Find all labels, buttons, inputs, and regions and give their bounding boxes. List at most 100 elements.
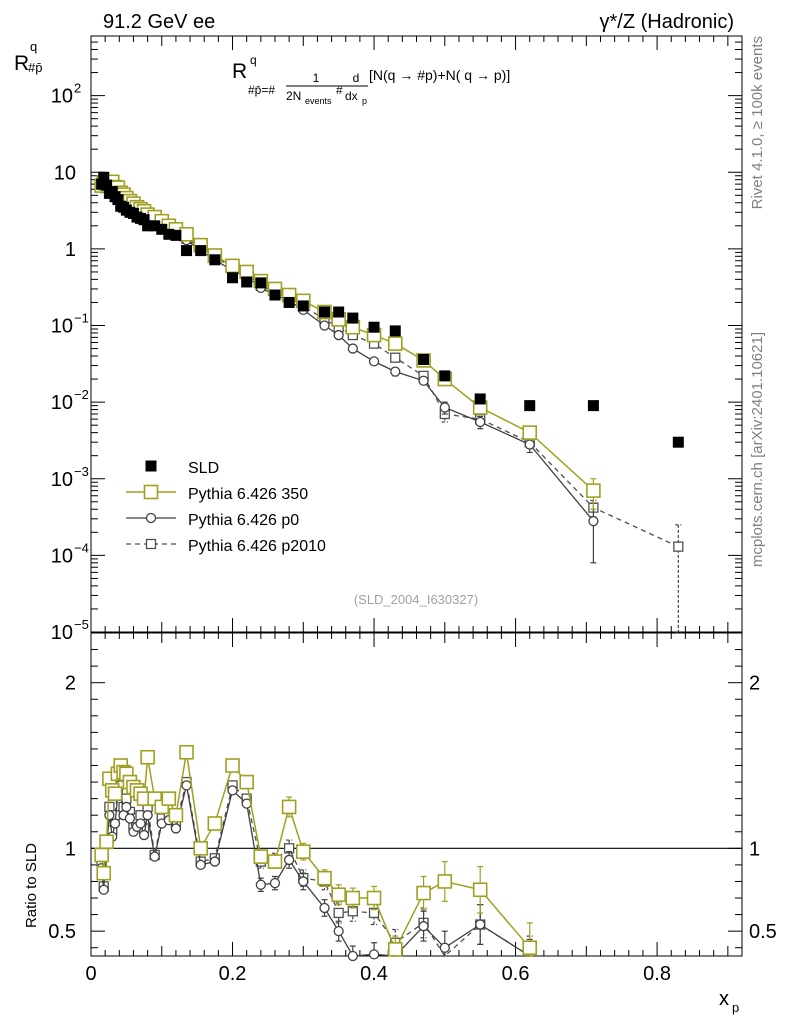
ratio-ylabel: Ratio to SLD [23, 843, 40, 928]
ratio-p350-point [207, 816, 223, 831]
ratio-p350-point [239, 774, 254, 790]
formula-frac2-num: d [353, 71, 360, 85]
formula-frac1-num: 1 [313, 71, 320, 85]
main-p0-point [439, 402, 450, 413]
ylabel-sub: #p̄ [28, 60, 42, 75]
main-p0-point [347, 343, 358, 354]
main-ytick-label: 10 [54, 162, 76, 184]
main-sld-point [347, 312, 359, 324]
ratio-p350-point [317, 870, 332, 886]
ratio-p350-point [522, 940, 538, 956]
main-ytick-exp: −5 [74, 617, 89, 632]
main-sld-point [181, 245, 193, 257]
ratio-p350-point [161, 791, 177, 806]
ratio-ytick-label-right: 1 [749, 838, 760, 860]
header-right: γ*/Z (Hadronic) [600, 11, 734, 33]
legend-item-p2010: Pythia 6.426 p2010 [126, 538, 326, 555]
main-p0-point [390, 366, 401, 377]
ratio-ytick-label: 1 [65, 838, 76, 860]
ratio-p350-point [99, 834, 114, 850]
legend-item-p0: Pythia 6.426 p0 [126, 512, 299, 529]
main-sld-point [112, 194, 124, 206]
main-ytick-base: 10 [51, 316, 73, 338]
legend-label-p2010: Pythia 6.426 p2010 [188, 538, 326, 555]
main-p0-point [418, 375, 429, 386]
ratio-xtick-label: 0.2 [219, 963, 247, 985]
main-sld-point [672, 436, 684, 448]
main-sld-point [524, 400, 536, 412]
main-p350-point [586, 483, 601, 498]
xlabel: x p [719, 988, 739, 1015]
legend-marker-sld [145, 460, 157, 472]
ratio-ytick-label: 2 [65, 673, 76, 695]
ratio-p350-point [94, 847, 109, 863]
main-ylabel: R q #p̄ [14, 39, 42, 75]
main-ytick-label: 10 −2 [51, 387, 89, 414]
main-p0-point [333, 329, 344, 341]
main-sld-point [149, 220, 161, 232]
main-sld-point [227, 272, 239, 284]
ratio-p0-point [121, 801, 132, 813]
formula-r-sub: #p̄=# [248, 83, 275, 97]
main-ytick-label: 10 −5 [51, 617, 89, 644]
legend-label-sld: SLD [188, 460, 219, 477]
ratio-p0-point [195, 859, 206, 871]
formula-frac2-den-sub: p [362, 96, 367, 106]
main-sld-point [297, 300, 309, 312]
legend: SLD Pythia 6.426 350 Pythia 6.426 p0 Pythia… [126, 460, 326, 555]
main-sld-point [319, 306, 331, 318]
ratio-p0-point [368, 949, 380, 960]
ratio-p0-point [209, 856, 220, 867]
ratio-p350-point [281, 799, 297, 815]
formula-frac1-den-sub: events [305, 96, 332, 106]
main-sld-point [101, 179, 113, 191]
ratio-ytick-label-right: 2 [749, 673, 760, 695]
formula-frac1-den: 2N [286, 89, 301, 103]
ratio-p350-point [472, 882, 488, 898]
main-sld-point [255, 277, 267, 289]
ratio-p0-point [109, 818, 121, 829]
ratio-xtick-label: 0.6 [502, 963, 530, 985]
main-sld-point [269, 289, 281, 301]
main-p2010-point [390, 352, 401, 363]
main-p0-point [588, 515, 599, 527]
main-sld-point [156, 223, 168, 235]
ratio-p350-point [225, 758, 240, 773]
xlabel-x: x [719, 988, 729, 1010]
main-ytick-label: 10 −4 [51, 540, 89, 567]
main-p2010-point [673, 541, 684, 552]
main-ytick-label: 10 −3 [51, 464, 89, 491]
formula-r-sup: q [250, 53, 257, 67]
main-p0-point [368, 356, 380, 367]
main-ytick-label: 1 [65, 239, 76, 261]
ratio-p350-point [96, 865, 112, 881]
main-ytick-base: 10 [51, 622, 73, 644]
main-ytick-exp: 2 [74, 81, 81, 96]
legend-marker-p350 [143, 484, 159, 500]
ratio-p0-point [418, 921, 429, 932]
xlabel-sub: p [732, 1000, 739, 1015]
main-sld-point [368, 321, 380, 333]
main-ytick-label: 10 −1 [51, 311, 89, 338]
main-sld-point [241, 276, 253, 288]
main-ytick-exp: −2 [74, 387, 89, 402]
main-p350-point [387, 336, 403, 351]
ratio-p0-point [170, 823, 182, 834]
ratio-p350-point [168, 807, 184, 823]
main-p0-point [524, 439, 535, 450]
main-ytick-base: 10 [54, 162, 76, 184]
main-p0-point [319, 320, 330, 331]
ratio-p0-point [269, 877, 281, 889]
ratio-p0-point [149, 851, 160, 862]
ratio-ytick-label-right: 0.5 [749, 921, 777, 943]
analysis-id: (SLD_2004_I630327) [354, 592, 478, 607]
main-sld-point [209, 254, 221, 266]
formula-rest: [N(q → #p)+N( q → p)] [369, 67, 510, 83]
legend-marker-p2010 [145, 538, 157, 550]
main-sld-point [138, 214, 150, 226]
ratio-xtick-label: 0.8 [643, 963, 671, 985]
ratio-p350-line [100, 752, 531, 952]
ratio-xtick-label: 0.4 [360, 963, 388, 985]
main-p350-point [225, 258, 240, 274]
